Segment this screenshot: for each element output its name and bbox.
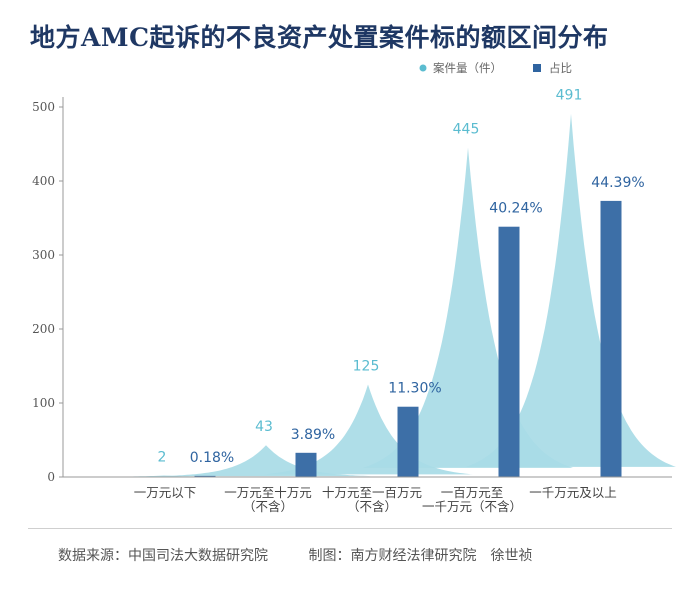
footer: 数据来源：中国司法大数据研究院 制图：南方财经法律研究院 徐世祯 bbox=[58, 545, 568, 565]
legend-case-count-label: 案件量（件） bbox=[433, 61, 502, 75]
share-label: 0.18% bbox=[190, 450, 234, 466]
x-category-label: 一千万元（不含） bbox=[422, 499, 522, 514]
case-count-label: 491 bbox=[556, 88, 583, 104]
case-count-label: 43 bbox=[255, 419, 273, 435]
x-category-label: （不含） bbox=[243, 499, 293, 514]
y-tick-label: 300 bbox=[32, 248, 55, 262]
y-tick-label: 500 bbox=[32, 100, 55, 114]
share-bar bbox=[295, 452, 317, 477]
share-label: 3.89% bbox=[291, 427, 335, 443]
footer-divider bbox=[28, 528, 672, 529]
x-category-label: （不含） bbox=[347, 499, 397, 514]
x-category-label: 一万元以下 bbox=[134, 485, 197, 500]
share-bar bbox=[498, 226, 520, 477]
source-note: 数据来源：中国司法大数据研究院 bbox=[58, 548, 268, 564]
case-count-peak bbox=[466, 113, 676, 467]
legend-share-label: 占比 bbox=[549, 61, 572, 75]
case-count-label: 125 bbox=[353, 359, 380, 375]
legend-share-marker bbox=[533, 64, 541, 72]
x-category-label: 一百万元至 bbox=[441, 485, 504, 500]
y-tick-label: 100 bbox=[32, 396, 55, 410]
x-category-label: 十万元至一百万元 bbox=[322, 485, 422, 500]
credit-note: 制图：南方财经法律研究院 徐世祯 bbox=[308, 548, 533, 564]
share-bar bbox=[397, 406, 419, 477]
y-tick-label: 0 bbox=[47, 470, 55, 484]
case-count-peak bbox=[59, 475, 269, 477]
y-tick-label: 200 bbox=[32, 322, 55, 336]
share-bar bbox=[194, 475, 216, 477]
case-count-peak bbox=[263, 384, 473, 475]
x-category-label: 一万元至十万元 bbox=[224, 485, 312, 500]
share-label: 44.39% bbox=[591, 175, 644, 191]
case-count-peak bbox=[161, 445, 371, 477]
y-tick-label: 400 bbox=[32, 174, 55, 188]
chart-title: 地方AMC起诉的不良资产处置案件标的额区间分布 bbox=[30, 23, 609, 52]
case-count-label: 445 bbox=[453, 122, 480, 138]
x-category-label: 一千万元及以上 bbox=[529, 485, 617, 500]
share-label: 11.30% bbox=[388, 381, 441, 397]
share-bar bbox=[600, 200, 622, 477]
case-count-label: 2 bbox=[158, 450, 167, 466]
share-label: 40.24% bbox=[489, 201, 542, 217]
case-count-peak bbox=[363, 147, 573, 468]
legend-case-count-marker bbox=[419, 64, 427, 72]
